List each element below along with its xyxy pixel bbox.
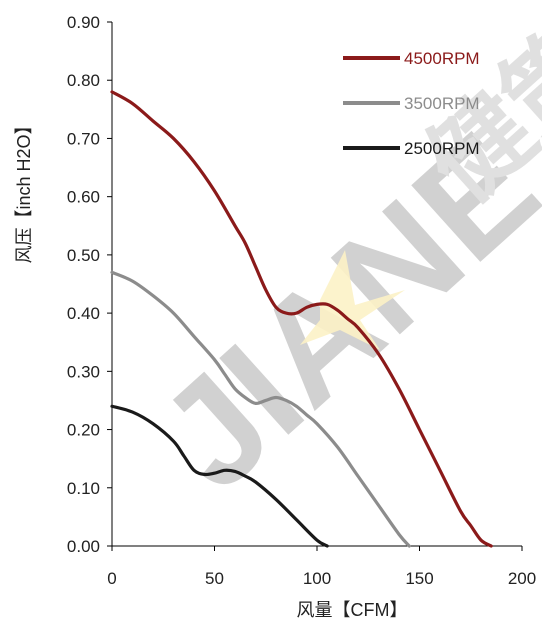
y-tick-label: 0.50	[67, 246, 100, 265]
x-tick-label: 100	[303, 569, 331, 588]
x-tick-label: 150	[405, 569, 433, 588]
series-line-4500rpm	[110, 90, 493, 548]
y-tick-label: 0.70	[67, 129, 100, 148]
y-tick-label: 0.80	[67, 71, 100, 90]
series-line-3500rpm	[110, 270, 411, 548]
y-axis-label: 风压【inch H2O】	[14, 116, 34, 263]
y-tick-label: 0.60	[67, 188, 100, 207]
legend-label-3500rpm: 3500RPM	[404, 94, 480, 113]
y-tick-label: 0.20	[67, 421, 100, 440]
x-tick-label: 0	[107, 569, 116, 588]
legend-label-2500rpm: 2500RPM	[404, 139, 480, 158]
x-tick-label: 200	[508, 569, 536, 588]
y-tick-label: 0.10	[67, 479, 100, 498]
y-tick-label: 0.30	[67, 362, 100, 381]
x-tick-label: 50	[205, 569, 224, 588]
series-line-2500rpm	[110, 404, 329, 548]
y-tick-label: 0.00	[67, 537, 100, 556]
legend-label-4500rpm: 4500RPM	[404, 49, 480, 68]
y-tick-label: 0.40	[67, 304, 100, 323]
legend: 4500RPM 3500RPM 2500RPM	[343, 49, 480, 158]
y-tick-label: 0.90	[67, 13, 100, 32]
watermark-burst	[300, 250, 405, 350]
x-axis-label: 风量【CFM】	[297, 600, 408, 620]
